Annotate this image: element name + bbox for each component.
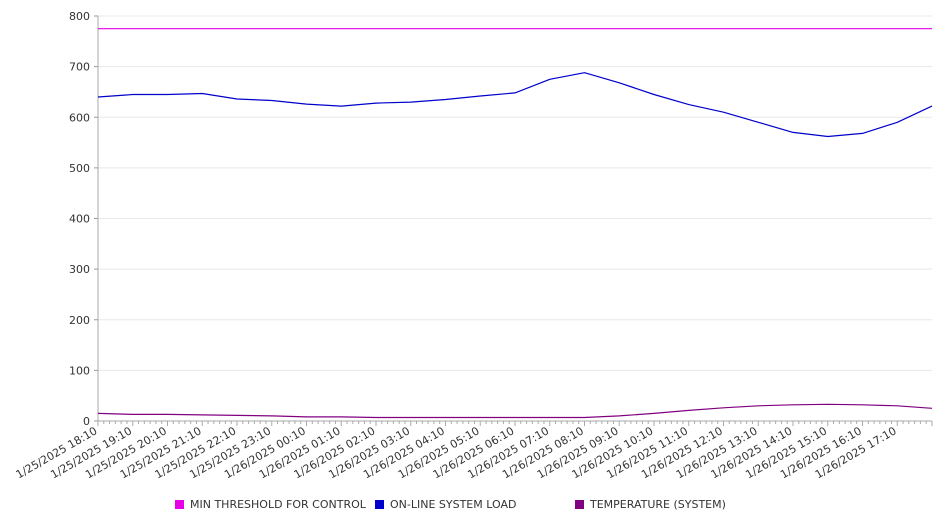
legend: MIN THRESHOLD FOR CONTROL ON-LINE SYSTEM…	[0, 498, 946, 516]
series-lines	[97, 28, 933, 419]
legend-swatch-online-system-load	[375, 500, 384, 509]
y-tick-label: 700	[69, 61, 90, 74]
legend-item-min-threshold[interactable]: MIN THRESHOLD FOR CONTROL	[175, 498, 366, 511]
line-chart: 0 100 200 300 400 500 600 700 800 1/25/2025 18:1…	[14, 10, 933, 481]
axes	[94, 15, 933, 426]
y-tick-label: 800	[69, 10, 90, 23]
legend-item-online-system-load[interactable]: ON-LINE SYSTEM LOAD	[375, 498, 516, 511]
y-tick-label: 0	[83, 415, 90, 428]
y-tick-label: 100	[69, 364, 90, 377]
legend-swatch-min-threshold	[175, 500, 184, 509]
y-tick-label: 400	[69, 213, 90, 226]
y-tick-label: 300	[69, 263, 90, 276]
grid-lines	[98, 15, 932, 371]
legend-item-temperature[interactable]: TEMPERATURE (SYSTEM)	[575, 498, 726, 511]
y-axis-ticks: 0 100 200 300 400 500 600 700 800	[69, 10, 90, 428]
legend-swatch-temperature	[575, 500, 584, 509]
y-tick-label: 200	[69, 314, 90, 327]
series-line-1	[97, 72, 933, 138]
legend-label-min-threshold: MIN THRESHOLD FOR CONTROL	[190, 498, 366, 511]
y-tick-label: 500	[69, 162, 90, 175]
series-line-2	[97, 403, 933, 419]
y-tick-label: 600	[69, 111, 90, 124]
x-axis-ticks: 1/25/2025 18:101/25/2025 19:101/25/2025 …	[14, 424, 899, 481]
legend-label-online-system-load: ON-LINE SYSTEM LOAD	[390, 498, 517, 511]
legend-label-temperature: TEMPERATURE (SYSTEM)	[590, 498, 726, 511]
